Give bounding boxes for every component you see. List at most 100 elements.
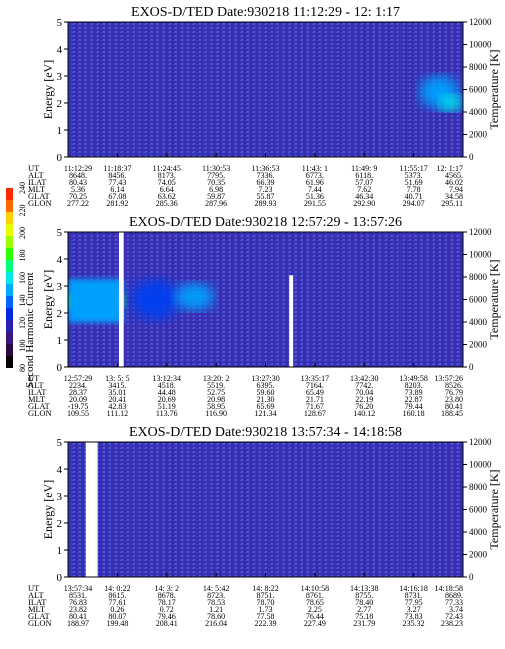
y2-tick-label: 10000 [469, 250, 492, 260]
table-cell: 77.58 [257, 612, 275, 621]
table-cell: 71.67 [306, 402, 324, 411]
y2-tick-label: 4000 [469, 317, 488, 327]
y2-tick-label: 0 [469, 152, 474, 162]
y-tick-label: 3 [57, 281, 63, 293]
table-cell: 4518. [158, 381, 176, 390]
table-cell: 13:57:34 [64, 584, 92, 593]
table-cell: 76.20 [355, 402, 373, 411]
table-cell: 116.90 [205, 409, 227, 418]
table-cell: 2234. [69, 381, 87, 390]
table-cell: 23.80 [445, 395, 463, 404]
table-cell: 6.14 [110, 185, 124, 194]
table-cell: 188.97 [67, 619, 89, 628]
colorbar-segment [6, 224, 13, 236]
colorbar-tick-label: 200 [18, 227, 27, 239]
row-label: UT [28, 163, 40, 173]
data-gap [289, 275, 294, 367]
plot-background [68, 232, 463, 367]
table-cell: 14: 5:42 [203, 584, 229, 593]
table-cell: 51.69 [405, 178, 423, 187]
table-cell: 0.72 [160, 605, 174, 614]
table-cell: 80.41 [69, 612, 87, 621]
table-cell: 77.61 [108, 598, 126, 607]
table-cell: 63.62 [158, 192, 176, 201]
table-cell: 5373. [405, 171, 423, 180]
table-cell: 8723. [207, 591, 225, 600]
table-cell: 79.46 [158, 612, 176, 621]
table-cell: 7164. [306, 381, 324, 390]
y-tick-label: 4 [57, 464, 63, 476]
table-cell: 11:30:53 [202, 164, 230, 173]
table-cell: 292.90 [353, 199, 375, 208]
y-tick-label: 3 [57, 491, 63, 503]
table-cell: 277.22 [67, 199, 89, 208]
colorbar-segment [6, 188, 13, 200]
table-cell: 7336. [257, 171, 275, 180]
table-cell: 78.70 [257, 598, 275, 607]
colorbar-tick-label: 80 [18, 364, 27, 372]
table-cell: 73.83 [405, 612, 423, 621]
table-cell: 6118. [355, 171, 373, 180]
table-cell: 1.73 [259, 605, 273, 614]
table-cell: 70.25 [69, 192, 87, 201]
table-cell: 14: 3: 2 [155, 584, 179, 593]
plot-background [68, 22, 463, 157]
features [68, 232, 294, 367]
row-label: MLT [28, 184, 46, 194]
table-cell: 2.25 [308, 605, 322, 614]
table-cell: 20.69 [158, 395, 176, 404]
table-cell: 34.58 [445, 192, 463, 201]
table-cell: 160.18 [403, 409, 425, 418]
table-cell: 13: 5: 5 [105, 374, 129, 383]
table-cell: 11:24:45 [153, 164, 181, 173]
table-cell: 235.32 [403, 619, 425, 628]
table-cell: 61.96 [306, 178, 324, 187]
table-cell: 2.77 [357, 605, 371, 614]
table-cell: 188.45 [441, 409, 463, 418]
table-cell: 44.48 [158, 388, 176, 397]
table-cell: 13:49:58 [399, 374, 427, 383]
panel-2: EXOS-D/TED Date:930218 12:57:29 - 13:57:… [28, 215, 501, 418]
y-tick-label: 0 [57, 362, 63, 374]
y2-tick-label: 8000 [469, 482, 488, 492]
colorbar-segment [6, 320, 13, 332]
row-label: ILAT [28, 177, 47, 187]
y2-tick-label: 8000 [469, 62, 488, 72]
y-tick-label: 3 [57, 71, 63, 83]
y-axis-label: Energy [eV] [41, 270, 55, 329]
table-cell: 40.71 [405, 192, 423, 201]
table-cell: 77.43 [108, 178, 126, 187]
table-cell: 7.62 [357, 185, 371, 194]
table-cell: 291.55 [304, 199, 326, 208]
y-tick-label: 5 [57, 437, 63, 449]
y2-tick-label: 4000 [469, 527, 488, 537]
panel-title: EXOS-D/TED Date:930218 11:12:29 - 12: 1:… [131, 5, 400, 20]
y-tick-label: 5 [57, 17, 63, 29]
table-cell: 77.33 [445, 598, 463, 607]
table-cell: 80.43 [69, 178, 87, 187]
table-cell: 13:35:17 [301, 374, 329, 383]
intensity-blob [174, 283, 215, 311]
panel-title: EXOS-D/TED Date:930218 13:57:34 - 14:18:… [129, 425, 402, 440]
table-cell: 1.21 [209, 605, 223, 614]
y2-tick-label: 2000 [469, 340, 488, 350]
table-cell: 76.83 [69, 598, 87, 607]
table-cell: 46.34 [355, 192, 373, 201]
colorbar-segment [6, 212, 13, 224]
table-cell: 76.44 [306, 612, 324, 621]
table-cell: 222.39 [255, 619, 277, 628]
colorbar-tick-label: 100 [18, 340, 27, 352]
table-cell: 14:13:38 [350, 584, 378, 593]
colorbar-segment [6, 296, 13, 308]
y2-tick-label: 0 [469, 572, 474, 582]
features [85, 442, 98, 577]
y-tick-label: 0 [57, 152, 63, 164]
table-cell: 8751. [257, 591, 275, 600]
table-cell: 287.96 [205, 199, 227, 208]
table-cell: 11:43: 1 [302, 164, 328, 173]
table-cell: 8456. [108, 171, 126, 180]
table-cell: 8678. [158, 591, 176, 600]
table-cell: 55.87 [257, 192, 275, 201]
table-cell: 59.60 [257, 388, 275, 397]
table-cell: 0.26 [110, 605, 124, 614]
